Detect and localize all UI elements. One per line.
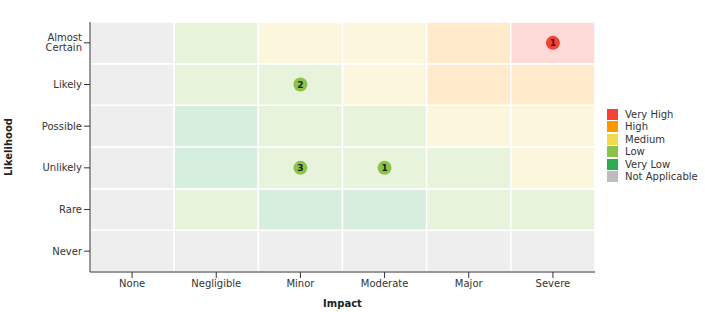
svg-text:Major: Major: [455, 278, 484, 289]
svg-text:3: 3: [297, 163, 303, 173]
html-text:High: High: [625, 121, 648, 132]
html-text:Very High: Very High: [625, 108, 674, 120]
svg-text:Unlikely: Unlikely: [43, 162, 83, 173]
svg-text:Never: Never: [52, 246, 83, 257]
svg-text:Negligible: Negligible: [191, 278, 241, 289]
svg-text:Minor: Minor: [286, 278, 315, 289]
svg-text:Rare: Rare: [59, 204, 82, 215]
svg-text:1: 1: [550, 38, 556, 48]
svg-text:Impact: Impact: [323, 298, 362, 309]
svg-text:Likely: Likely: [53, 79, 82, 90]
svg-text:Severe: Severe: [536, 278, 571, 289]
html-text:Low: Low: [625, 146, 645, 157]
svg-text:Possible: Possible: [42, 121, 82, 132]
svg-text:AlmostCertain: AlmostCertain: [46, 32, 83, 53]
html-text:Very Low: Very Low: [625, 158, 671, 170]
html-text:Not Applicable: Not Applicable: [625, 171, 698, 182]
svg-text:1: 1: [381, 163, 387, 173]
html-text:Medium: Medium: [625, 133, 665, 145]
svg-text:Moderate: Moderate: [361, 278, 409, 289]
svg-text:None: None: [119, 278, 145, 289]
svg-text:2: 2: [297, 80, 303, 90]
svg-text:Likelihood: Likelihood: [8, 118, 14, 176]
